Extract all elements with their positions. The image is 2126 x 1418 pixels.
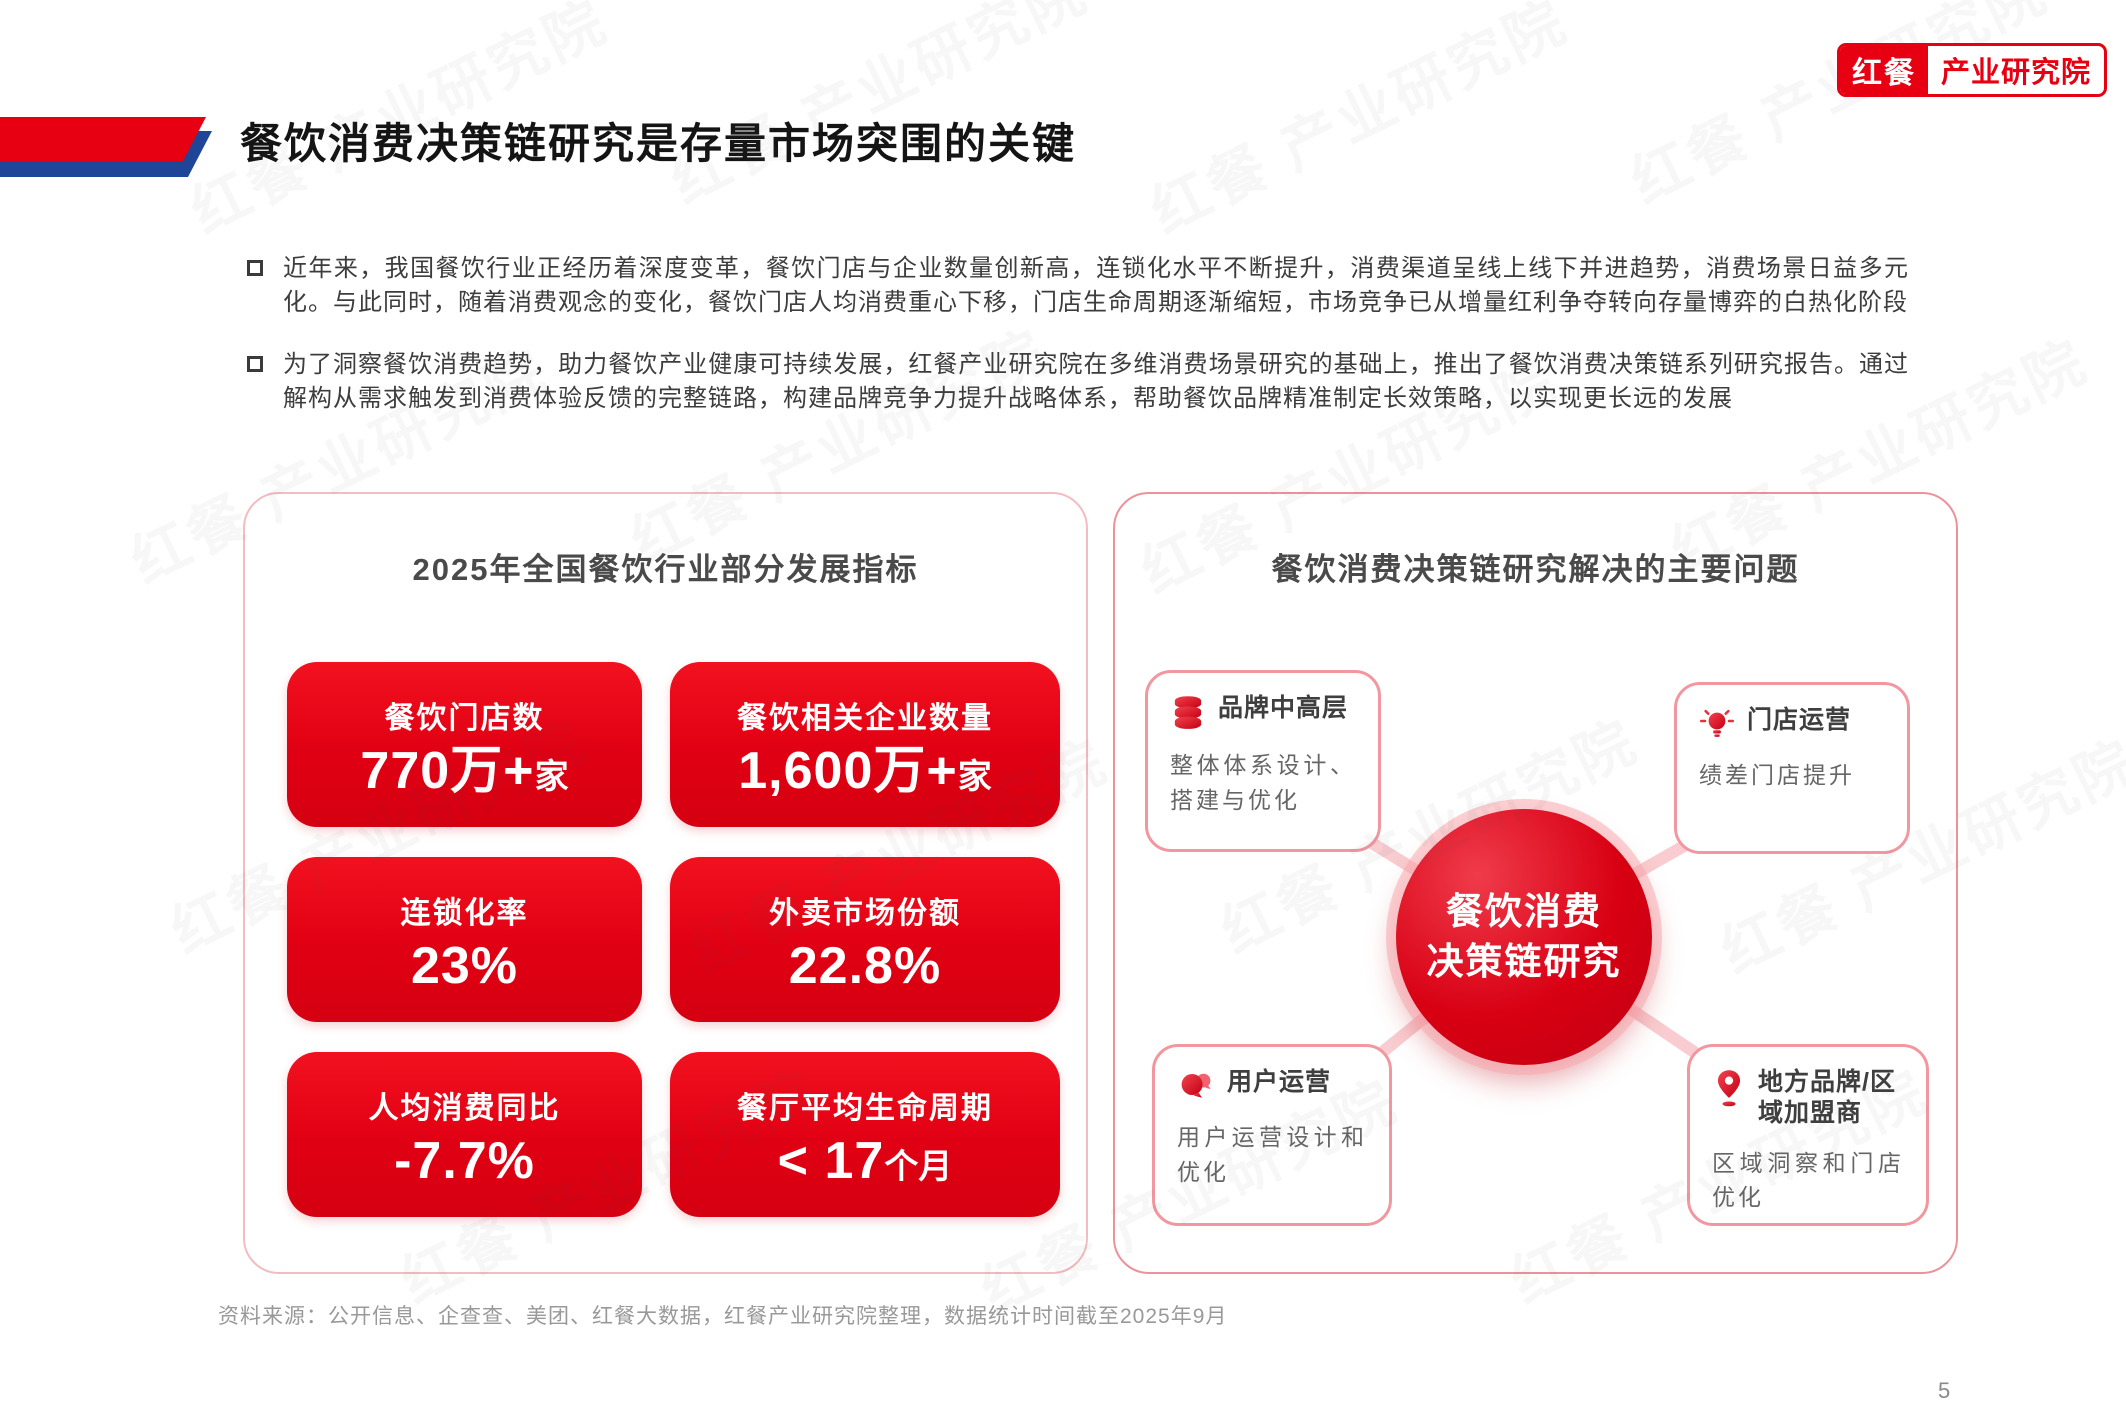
square-bullet-icon xyxy=(247,356,263,373)
chat-icon xyxy=(1181,1073,1211,1098)
card-title: 地方品牌/区域加盟商 xyxy=(1758,1068,1896,1128)
page-title: 餐饮消费决策链研究是存量市场突围的关键 xyxy=(240,120,1077,167)
bulb-icon xyxy=(1699,709,1735,737)
indicators-panel-title: 2025年全国餐饮行业部分发展指标 xyxy=(412,552,919,587)
bullet-item: 为了洞察餐饮消费趋势，助力餐饮产业健康可持续发展，红餐产业研究院在多维消费场景研… xyxy=(247,348,1909,416)
watermark: 红餐 产业研究院 xyxy=(1615,0,2060,219)
title-accent-red xyxy=(0,117,206,161)
decision-chain-panel-title: 餐饮消费决策链研究解决的主要问题 xyxy=(1271,552,1800,587)
page-number: 5 xyxy=(1938,1378,1951,1403)
brand-logo-text: 产业研究院 xyxy=(1941,57,2092,89)
card-brand-management: 品牌中高层 整体体系设计、搭建与优化 xyxy=(1145,670,1381,852)
center-line2: 决策链研究 xyxy=(1426,941,1622,982)
bullet-text: 近年来，我国餐饮行业正经历着深度变革，餐饮门店与企业数量创新高，连锁化水平不断提… xyxy=(283,255,1909,317)
stat-card-chain-rate: 连锁化率 23% xyxy=(287,857,642,1022)
bullet-item: 近年来，我国餐饮行业正经历着深度变革，餐饮门店与企业数量创新高，连锁化水平不断提… xyxy=(247,252,1909,320)
stat-card-per-capita-yoy: 人均消费同比 -7.7% xyxy=(287,1052,642,1217)
decision-chain-center: 餐饮消费 决策链研究 xyxy=(1396,809,1652,1065)
card-body: 用户运营设计和优化 xyxy=(1177,1124,1367,1185)
stat-card-enterprise-count: 餐饮相关企业数量 1,600万+ 家 xyxy=(670,662,1060,827)
database-icon xyxy=(1174,696,1202,729)
card-title: 门店运营 xyxy=(1747,706,1852,734)
bullet-text: 为了洞察餐饮消费趋势，助力餐饮产业健康可持续发展，红餐产业研究院在多维消费场景研… xyxy=(283,351,1909,413)
stat-grid: 餐饮门店数 770万+ 家 餐饮相关企业数量 1,600万+ 家 连锁化率 23% … xyxy=(287,662,1060,1217)
location-pin-icon xyxy=(1717,1070,1741,1107)
card-body: 整体体系设计、搭建与优化 xyxy=(1170,752,1356,813)
card-store-operation: 门店运营 绩差门店提升 xyxy=(1674,682,1910,854)
source-note: 资料来源：公开信息、企查查、美团、红餐大数据，红餐产业研究院整理，数据统计时间截… xyxy=(218,1305,1228,1328)
card-title: 品牌中高层 xyxy=(1218,694,1349,722)
stat-card-store-count: 餐饮门店数 770万+ 家 xyxy=(287,662,642,827)
intro-bullets: 近年来，我国餐饮行业正经历着深度变革，餐饮门店与企业数量创新高，连锁化水平不断提… xyxy=(247,252,1909,444)
card-user-operation: 用户运营 用户运营设计和优化 xyxy=(1152,1044,1392,1226)
card-body: 绩差门店提升 xyxy=(1699,762,1855,788)
brand-logo: 红餐 产业研究院 xyxy=(1837,43,2108,97)
decision-chain-panel: 餐饮消费决策链研究解决的主要问题 餐饮消费 决策链研究 品牌中高层 xyxy=(1113,492,1958,1274)
stat-card-lifecycle: 餐厅平均生命周期 < 17 个月 xyxy=(670,1052,1060,1217)
brand-logo-mark: 红餐 xyxy=(1840,46,1928,94)
stat-card-delivery-share: 外卖市场份额 22.8% xyxy=(670,857,1060,1022)
indicators-panel: 2025年全国餐饮行业部分发展指标 餐饮门店数 770万+ 家 餐饮相关企业数量 … xyxy=(243,492,1088,1274)
watermark: 红餐 产业研究院 xyxy=(1135,0,1580,249)
square-bullet-icon xyxy=(247,260,263,276)
card-regional-brand: 地方品牌/区域加盟商 区域洞察和门店优化 xyxy=(1687,1044,1929,1226)
card-body: 区域洞察和门店优化 xyxy=(1712,1149,1904,1211)
card-title: 用户运营 xyxy=(1227,1068,1332,1096)
center-line1: 餐饮消费 xyxy=(1446,891,1602,933)
